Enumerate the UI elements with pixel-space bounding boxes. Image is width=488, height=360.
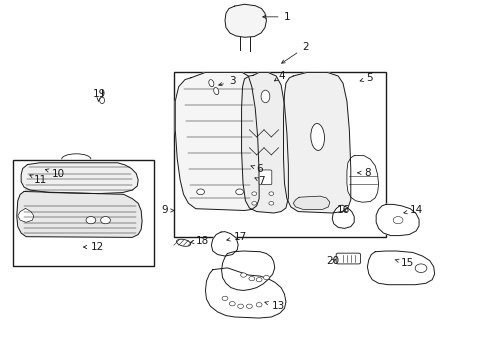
Text: 12: 12 [83, 242, 104, 252]
Polygon shape [21, 163, 138, 194]
Text: 4: 4 [274, 71, 285, 81]
Ellipse shape [176, 239, 190, 246]
FancyBboxPatch shape [335, 253, 360, 264]
Circle shape [256, 278, 262, 282]
Polygon shape [331, 205, 353, 228]
Polygon shape [366, 251, 434, 285]
Text: 8: 8 [357, 168, 370, 178]
Polygon shape [221, 251, 274, 291]
Ellipse shape [213, 87, 218, 95]
Polygon shape [211, 231, 238, 256]
Polygon shape [18, 209, 34, 222]
Polygon shape [224, 4, 266, 37]
Circle shape [196, 189, 204, 195]
Polygon shape [283, 72, 350, 213]
Circle shape [237, 304, 243, 309]
Text: 13: 13 [264, 301, 284, 311]
Polygon shape [205, 268, 285, 318]
Bar [13, 160, 154, 266]
Text: 14: 14 [403, 206, 423, 216]
Text: 11: 11 [30, 175, 47, 185]
Ellipse shape [261, 90, 269, 103]
Circle shape [251, 202, 256, 205]
Ellipse shape [100, 97, 104, 104]
Polygon shape [293, 196, 329, 210]
Text: 1: 1 [262, 12, 289, 22]
Text: 16: 16 [336, 206, 350, 216]
Text: 6: 6 [250, 164, 263, 174]
Circle shape [392, 217, 402, 224]
Text: 18: 18 [190, 236, 208, 246]
Circle shape [256, 303, 262, 307]
Circle shape [101, 217, 110, 224]
Circle shape [414, 264, 426, 273]
Ellipse shape [208, 80, 213, 87]
Circle shape [251, 192, 256, 195]
Text: 5: 5 [359, 73, 372, 83]
Circle shape [246, 304, 252, 309]
Text: 15: 15 [394, 258, 413, 268]
Text: 17: 17 [226, 232, 246, 242]
Text: 20: 20 [326, 256, 339, 266]
Circle shape [268, 202, 273, 205]
Circle shape [222, 296, 227, 301]
Text: 10: 10 [45, 168, 65, 179]
FancyBboxPatch shape [259, 170, 271, 185]
Text: 19: 19 [92, 89, 105, 102]
Polygon shape [175, 72, 259, 211]
Ellipse shape [310, 123, 324, 150]
Circle shape [86, 217, 96, 224]
Polygon shape [375, 204, 418, 235]
Text: 7: 7 [254, 176, 264, 186]
Bar [173, 72, 385, 237]
Circle shape [240, 273, 246, 277]
Text: 2: 2 [281, 42, 308, 63]
Polygon shape [346, 156, 378, 202]
Polygon shape [241, 72, 288, 213]
Circle shape [268, 192, 273, 195]
Text: 9: 9 [161, 206, 174, 216]
Circle shape [229, 302, 235, 306]
Circle shape [263, 275, 269, 280]
Circle shape [235, 189, 243, 195]
Circle shape [248, 276, 254, 281]
Text: 3: 3 [218, 76, 235, 86]
Polygon shape [17, 192, 142, 237]
